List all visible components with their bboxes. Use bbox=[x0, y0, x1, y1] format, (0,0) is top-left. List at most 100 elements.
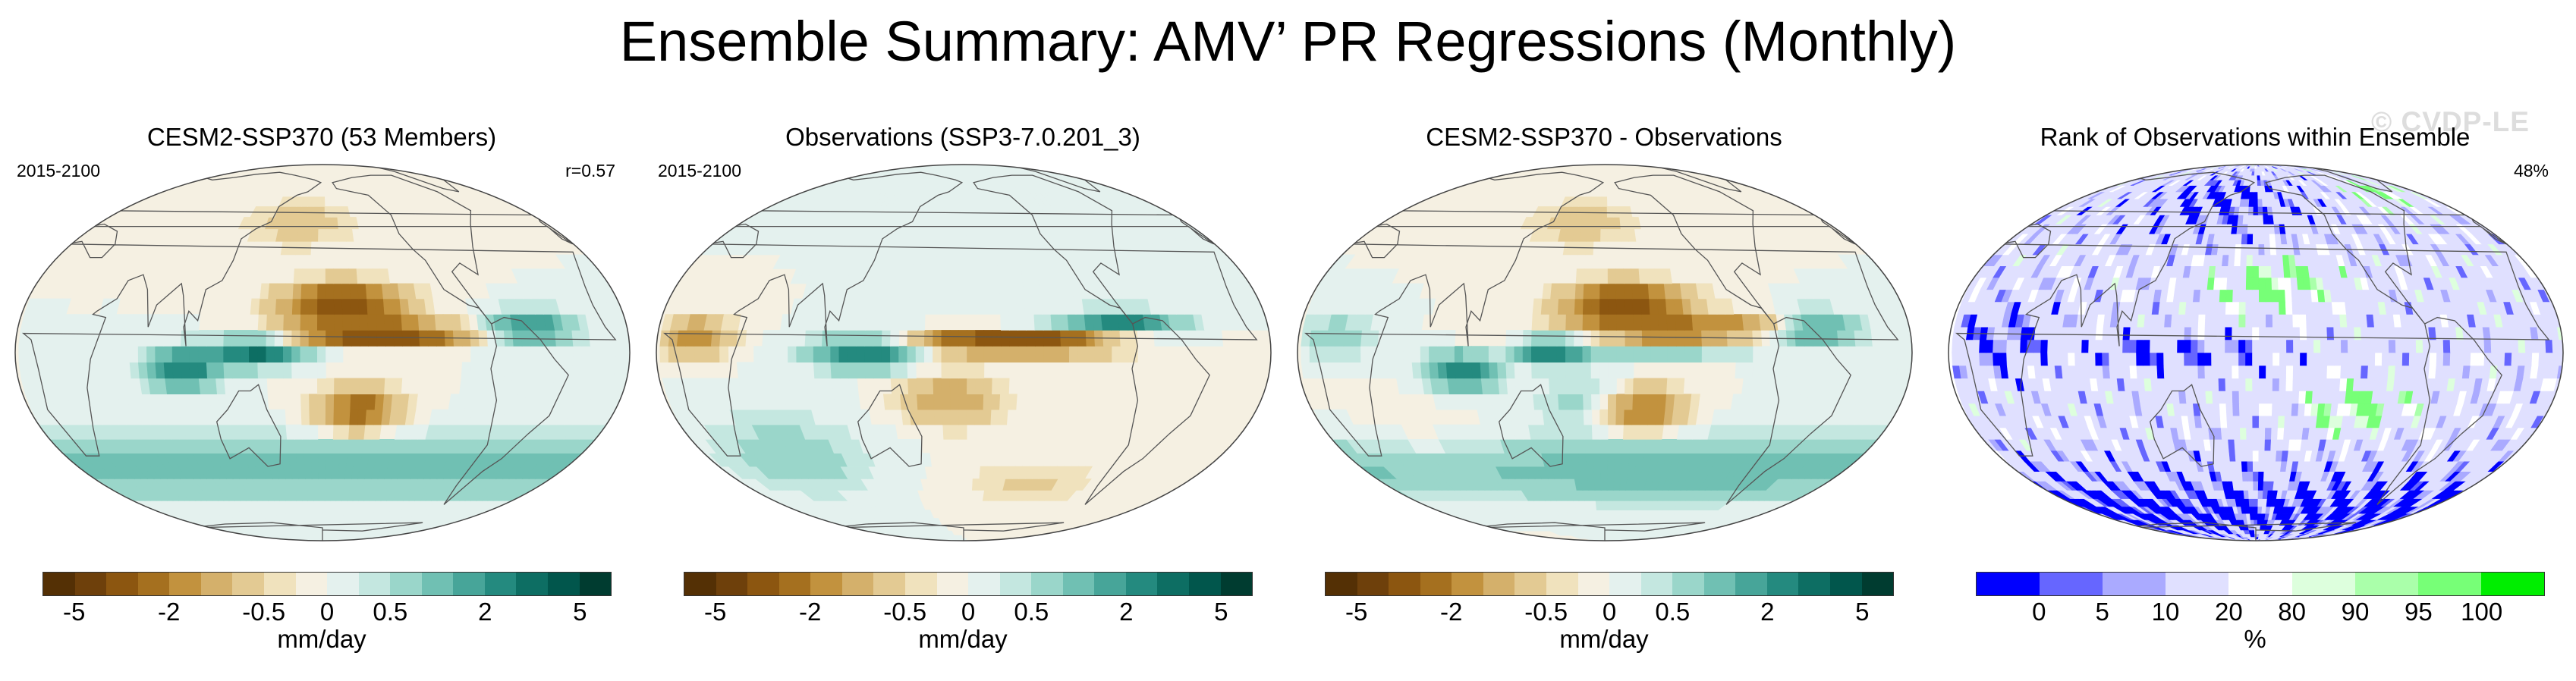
colorbar-segment bbox=[1546, 573, 1578, 595]
field-layer bbox=[15, 165, 630, 541]
colorbar-segment bbox=[684, 573, 716, 595]
panel-title: Rank of Observations within Ensemble bbox=[2040, 123, 2471, 151]
colorbar-segment bbox=[1830, 573, 1862, 595]
panel-title: CESM2-SSP370 (53 Members) bbox=[146, 123, 497, 151]
colorbar-segment bbox=[904, 573, 937, 595]
colorbar-tick-label: 20 bbox=[2214, 598, 2243, 626]
coastline-antarctica bbox=[2122, 522, 2357, 541]
colorbar-tick-label: 0 bbox=[2032, 598, 2046, 626]
world-map bbox=[1297, 164, 1913, 541]
colorbar-tick-label: 10 bbox=[2151, 598, 2180, 626]
colorbar-tick-label: 2 bbox=[1760, 598, 1775, 626]
coastline-africaEurasia bbox=[1955, 171, 2550, 457]
colorbar-tick-label: 5 bbox=[1214, 598, 1228, 626]
colorbar-tick-label: 0.5 bbox=[1014, 598, 1049, 626]
field-layer bbox=[1949, 165, 2563, 541]
map-panel-2: Observations (SSP3-7.0.201_3) 2015-2100 -5… bbox=[641, 0, 1285, 681]
colorbar-segment bbox=[1640, 573, 1673, 595]
coastline-americas bbox=[332, 174, 569, 505]
coastline-antarctica bbox=[830, 522, 1065, 541]
colorbar-segment bbox=[841, 573, 874, 595]
colorbar-segment bbox=[2480, 573, 2544, 595]
colorbar-tick-label: -0.5 bbox=[1524, 598, 1568, 626]
colorbar-tick-label: 0 bbox=[1602, 598, 1617, 626]
colorbar bbox=[42, 572, 612, 596]
colorbar-segment bbox=[936, 573, 969, 595]
colorbar-units: % bbox=[2244, 625, 2266, 653]
coastline-australia bbox=[1498, 384, 1564, 467]
colorbar-segment bbox=[1452, 573, 1483, 595]
coastline-antarctica bbox=[189, 522, 423, 541]
world-map bbox=[656, 164, 1272, 541]
colorbar-tick-label: 5 bbox=[1855, 598, 1870, 626]
colorbar-segment bbox=[2103, 573, 2166, 595]
colorbar-segment bbox=[999, 573, 1032, 595]
colorbar-segment bbox=[358, 573, 391, 595]
colorbar-segment bbox=[2228, 573, 2292, 595]
colorbar-segment bbox=[43, 573, 75, 595]
colorbar bbox=[684, 572, 1253, 596]
colorbar-segment bbox=[1062, 573, 1095, 595]
world-map bbox=[14, 164, 631, 541]
colorbar-tick-label: -2 bbox=[1439, 598, 1463, 626]
colorbar-segment bbox=[137, 573, 170, 595]
colorbar-segment bbox=[1861, 573, 1894, 595]
colorbar-segment bbox=[263, 573, 296, 595]
stat-label: 48% bbox=[2513, 161, 2549, 180]
watermark: © CVDP-LE bbox=[2371, 106, 2530, 137]
colorbar bbox=[1325, 572, 1894, 596]
colorbar-segment bbox=[1483, 573, 1515, 595]
colorbar-tick-label: 95 bbox=[2404, 598, 2433, 626]
colorbar-tick-label: -0.5 bbox=[242, 598, 286, 626]
coastline-antarctica bbox=[1471, 522, 1706, 541]
colorbar-segment bbox=[873, 573, 905, 595]
colorbar-tick-label: -5 bbox=[62, 598, 86, 626]
colorbar-tick-label: -5 bbox=[703, 598, 727, 626]
colorbar-segment bbox=[1798, 573, 1830, 595]
colorbar-tick-label: -2 bbox=[798, 598, 822, 626]
coastline-americas bbox=[2265, 174, 2502, 505]
colorbar-segment bbox=[74, 573, 107, 595]
colorbar-segment bbox=[1125, 573, 1158, 595]
colorbar-units: mm/day bbox=[1559, 625, 1649, 653]
colorbar-segment bbox=[579, 573, 612, 595]
colorbar-segment bbox=[200, 573, 233, 595]
colorbar-segment bbox=[1326, 573, 1357, 595]
colorbar-tick-label: -0.5 bbox=[883, 598, 927, 626]
colorbar-segment bbox=[2354, 573, 2418, 595]
colorbar-segment bbox=[1357, 573, 1389, 595]
colorbar-segment bbox=[421, 573, 454, 595]
colorbar-segment bbox=[1577, 573, 1610, 595]
colorbar-segment bbox=[548, 573, 580, 595]
stat-label: r=0.57 bbox=[565, 161, 615, 180]
map-panel-4: Rank of Observations within Ensemble 48% 0… bbox=[1933, 0, 2576, 681]
colorbar-segment bbox=[1189, 573, 1221, 595]
colorbar-tick-label: 100 bbox=[2461, 598, 2503, 626]
map-border bbox=[656, 164, 1272, 541]
colorbar-units: mm/day bbox=[277, 625, 366, 653]
colorbar-tick-label: -5 bbox=[1345, 598, 1368, 626]
colorbar-tick-label: 5 bbox=[573, 598, 587, 626]
colorbar-segment bbox=[1389, 573, 1420, 595]
colorbar-segment bbox=[778, 573, 811, 595]
colorbar-segment bbox=[1703, 573, 1736, 595]
colorbar-segment bbox=[1609, 573, 1641, 595]
colorbar-segment bbox=[1672, 573, 1704, 595]
colorbar-units: mm/day bbox=[918, 625, 1008, 653]
colorbar-segment bbox=[2040, 573, 2103, 595]
map-panel-1: CESM2-SSP370 (53 Members) 2015-2100 r=0.57… bbox=[0, 0, 643, 681]
colorbar-segment bbox=[484, 573, 517, 595]
colorbar bbox=[1976, 572, 2545, 596]
colorbar-segment bbox=[810, 573, 842, 595]
coastline-americas bbox=[1614, 174, 1851, 505]
colorbar-tick-label: 90 bbox=[2341, 598, 2370, 626]
world-map bbox=[1948, 164, 2564, 541]
colorbar-segment bbox=[747, 573, 779, 595]
coastline-africaEurasia bbox=[662, 171, 1258, 457]
period-label: 2015-2100 bbox=[17, 161, 100, 180]
colorbar-segment bbox=[1220, 573, 1253, 595]
colorbar-tick-label: -2 bbox=[157, 598, 181, 626]
figure-title: Ensemble Summary: AMV’ PR Regressions (M… bbox=[619, 10, 1957, 73]
colorbar-segment bbox=[2291, 573, 2355, 595]
colorbar-segment bbox=[516, 573, 548, 595]
